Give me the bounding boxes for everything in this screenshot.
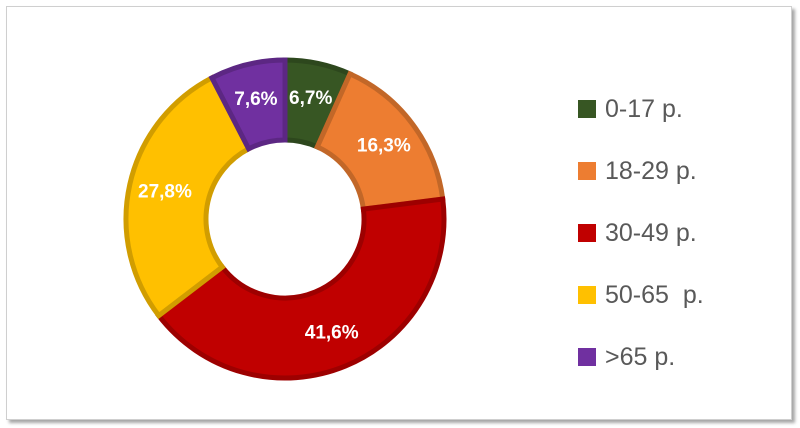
legend-swatch-3 bbox=[578, 286, 596, 304]
data-label-2: 41,6% bbox=[305, 322, 359, 343]
legend-label-4: >65 р. bbox=[605, 342, 676, 371]
donut-slice-2 bbox=[155, 196, 447, 381]
donut-data-labels: 6,7% 16,3% 41,6% 27,8% 7,6% bbox=[138, 88, 411, 343]
legend-item-4: >65 р. bbox=[578, 326, 778, 388]
donut-slices bbox=[123, 57, 447, 381]
chart-legend: 0-17 р. 18-29 р. 30-49 р. 50-65 р. >65 р… bbox=[578, 78, 778, 388]
legend-item-2: 30-49 р. bbox=[578, 202, 778, 264]
legend-swatch-2 bbox=[578, 224, 596, 242]
legend-swatch-0 bbox=[578, 100, 596, 118]
legend-swatch-4 bbox=[578, 348, 596, 366]
legend-label-0: 0-17 р. bbox=[605, 94, 683, 123]
data-label-3: 27,8% bbox=[138, 182, 192, 203]
legend-item-1: 18-29 р. bbox=[578, 140, 778, 202]
donut-slice-3 bbox=[123, 74, 253, 320]
donut-slice-4 bbox=[208, 57, 288, 153]
legend-label-2: 30-49 р. bbox=[605, 218, 697, 247]
data-label-4: 7,6% bbox=[234, 89, 277, 110]
legend-label-3: 50-65 р. bbox=[605, 280, 704, 309]
data-label-1: 16,3% bbox=[357, 135, 411, 156]
legend-item-0: 0-17 р. bbox=[578, 78, 778, 140]
data-label-0: 6,7% bbox=[289, 88, 332, 109]
legend-label-1: 18-29 р. bbox=[605, 156, 697, 185]
legend-item-3: 50-65 р. bbox=[578, 264, 778, 326]
legend-swatch-1 bbox=[578, 162, 596, 180]
donut-slice-1 bbox=[313, 70, 446, 212]
